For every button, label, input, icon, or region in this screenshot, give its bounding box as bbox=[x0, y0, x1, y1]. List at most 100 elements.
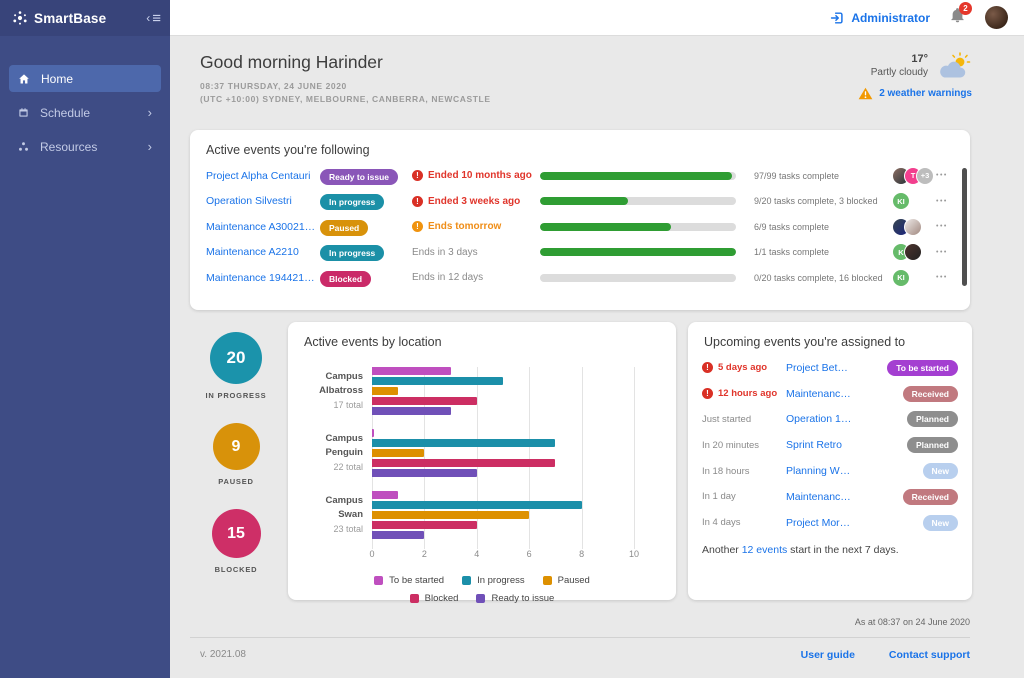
upcoming-event-link[interactable]: Project Mor… bbox=[786, 516, 851, 529]
legend-row: Blocked Ready to issue bbox=[409, 593, 554, 604]
sidebar-header: SmartBase ‹ ≡ bbox=[0, 0, 170, 36]
legend-swatch bbox=[476, 594, 486, 603]
deadline-text: Ends tomorrow bbox=[428, 221, 502, 233]
chart-bar bbox=[372, 397, 477, 405]
user-avatar[interactable] bbox=[985, 6, 1008, 29]
legend-label: In progress bbox=[477, 575, 525, 586]
x-tick-label: 6 bbox=[526, 549, 532, 559]
event-name-link[interactable]: Project Alpha Centauri bbox=[206, 169, 311, 182]
sidebar-item-label: Home bbox=[41, 71, 74, 86]
group-label-line: Campus bbox=[325, 433, 363, 444]
main-content: Good morning Harinder 08:37 THURSDAY, 24… bbox=[170, 36, 1024, 678]
upcoming-event-row: In 20 minutes Sprint Retro Planned bbox=[688, 432, 972, 458]
legend-item: Ready to issue bbox=[476, 593, 554, 604]
row-menu-button[interactable]: ••• bbox=[936, 223, 948, 231]
event-deadline: ! Ends tomorrow bbox=[412, 221, 540, 233]
chart-bar bbox=[372, 439, 556, 447]
sidebar-item-home[interactable]: Home bbox=[9, 65, 161, 92]
upcoming-event-link[interactable]: Operation 1… bbox=[786, 413, 852, 426]
row-menu-button[interactable]: ••• bbox=[936, 197, 948, 205]
row-menu-button[interactable]: ••• bbox=[936, 172, 948, 180]
event-start-time: Just started bbox=[702, 414, 786, 425]
event-progress-cell bbox=[540, 273, 754, 282]
upcoming-status-badge: New bbox=[922, 514, 958, 531]
row-menu-button[interactable]: ••• bbox=[936, 274, 948, 282]
group-label: Campus Albatross 17 total bbox=[319, 370, 363, 412]
upcoming-status-badge: Planned bbox=[906, 411, 958, 428]
chart-bar bbox=[372, 449, 425, 457]
warning-triangle-icon bbox=[858, 87, 873, 100]
chart-bar bbox=[372, 501, 582, 509]
event-name-link[interactable]: Maintenance 194421… bbox=[206, 271, 315, 284]
chart-bar bbox=[372, 491, 399, 499]
greeting-block: Good morning Harinder 08:37 THURSDAY, 24… bbox=[200, 52, 491, 104]
assignee-avatars bbox=[892, 217, 936, 236]
event-deadline: ! Ended 3 weeks ago bbox=[412, 195, 540, 207]
upcoming-event-link[interactable]: Planning W… bbox=[786, 465, 851, 478]
status-badge: In progress bbox=[320, 194, 385, 211]
status-badge: Ready to issue bbox=[320, 168, 398, 185]
event-start-time: In 20 minutes bbox=[702, 440, 786, 451]
calendar-icon bbox=[19, 108, 28, 117]
progress-bar bbox=[540, 248, 736, 257]
event-name-link[interactable]: Operation Silvestri bbox=[206, 195, 292, 208]
contact-support-link[interactable]: Contact support bbox=[888, 649, 970, 661]
event-name-link[interactable]: Maintenance A2210 bbox=[206, 246, 299, 259]
footer-divider bbox=[190, 637, 970, 638]
gridline bbox=[372, 367, 373, 549]
event-start-time: In 1 day bbox=[702, 491, 786, 502]
sidebar-collapse-button[interactable]: ‹ ≡ bbox=[146, 10, 161, 27]
group-label-line: Swan bbox=[338, 509, 363, 521]
more-events-link[interactable]: 12 events bbox=[741, 543, 788, 556]
start-time-text: 5 days ago bbox=[718, 362, 768, 374]
start-time-text: In 20 minutes bbox=[702, 439, 760, 451]
sidebar-item-resources[interactable]: Resources › bbox=[9, 133, 161, 160]
status-badge: Blocked bbox=[320, 270, 372, 287]
upcoming-footer-post: start in the next 7 days. bbox=[787, 543, 899, 556]
row-menu-button[interactable]: ••• bbox=[936, 248, 948, 256]
start-time-text: In 18 hours bbox=[702, 465, 750, 477]
notification-badge: 2 bbox=[959, 1, 972, 15]
alert-icon: ! bbox=[702, 362, 713, 374]
chart-bar bbox=[372, 521, 477, 529]
tasks-summary: 9/20 tasks complete, 3 blocked bbox=[754, 196, 878, 207]
upcoming-event-link[interactable]: Sprint Retro bbox=[786, 439, 843, 452]
stat-paused: 9 PAUSED bbox=[212, 423, 260, 486]
chart-bar bbox=[372, 531, 425, 539]
upcoming-event-row: In 4 days Project Mor… New bbox=[688, 510, 972, 536]
legend-swatch bbox=[409, 594, 419, 603]
progress-bar bbox=[540, 171, 736, 180]
chart-bar-group: Campus Albatross 17 total bbox=[319, 367, 634, 415]
deadline-text: Ends in 3 days bbox=[412, 246, 478, 258]
progress-bar bbox=[540, 273, 736, 282]
app-name: SmartBase bbox=[34, 10, 107, 26]
chart-bar bbox=[372, 511, 530, 519]
upcoming-event-link[interactable]: Maintenanc… bbox=[786, 387, 851, 400]
alert-icon: ! bbox=[412, 195, 423, 207]
administrator-button[interactable]: Administrator bbox=[830, 11, 930, 25]
upcoming-footer: Another 12 events start in the next 7 da… bbox=[688, 536, 972, 556]
x-tick-label: 10 bbox=[628, 549, 640, 559]
start-time-text: In 1 day bbox=[702, 491, 736, 503]
event-row: Maintenance A30021… Paused! Ends tomorrow 6… bbox=[190, 214, 970, 240]
upcoming-events-card: Upcoming events you're assigned to ! 5 da… bbox=[688, 322, 972, 600]
notifications-button[interactable]: 2 bbox=[950, 1, 972, 28]
event-status-cell: Ready to issue bbox=[320, 167, 412, 185]
page-title: Good morning Harinder bbox=[200, 52, 383, 72]
progress-bar bbox=[540, 197, 736, 206]
upcoming-event-link[interactable]: Maintenanc… bbox=[786, 490, 851, 503]
event-name-link[interactable]: Maintenance A30021… bbox=[206, 220, 316, 233]
sidebar-item-schedule[interactable]: Schedule › bbox=[9, 99, 161, 126]
user-guide-link[interactable]: User guide bbox=[800, 649, 855, 661]
legend-label: Ready to issue bbox=[491, 593, 555, 604]
events-scrollbar[interactable] bbox=[962, 168, 967, 286]
chart-bar bbox=[372, 469, 477, 477]
upcoming-status-badge: Planned bbox=[906, 437, 958, 454]
app-logo[interactable]: SmartBase bbox=[12, 10, 106, 26]
weather-warnings-link[interactable]: 2 weather warnings bbox=[858, 87, 972, 100]
upcoming-event-link[interactable]: Project Bet… bbox=[786, 361, 848, 374]
tasks-summary: 6/9 tasks complete bbox=[754, 221, 830, 232]
logo-molecule-icon bbox=[13, 11, 27, 25]
sidebar: SmartBase ‹ ≡ Home Schedule › Resources › bbox=[0, 0, 170, 678]
